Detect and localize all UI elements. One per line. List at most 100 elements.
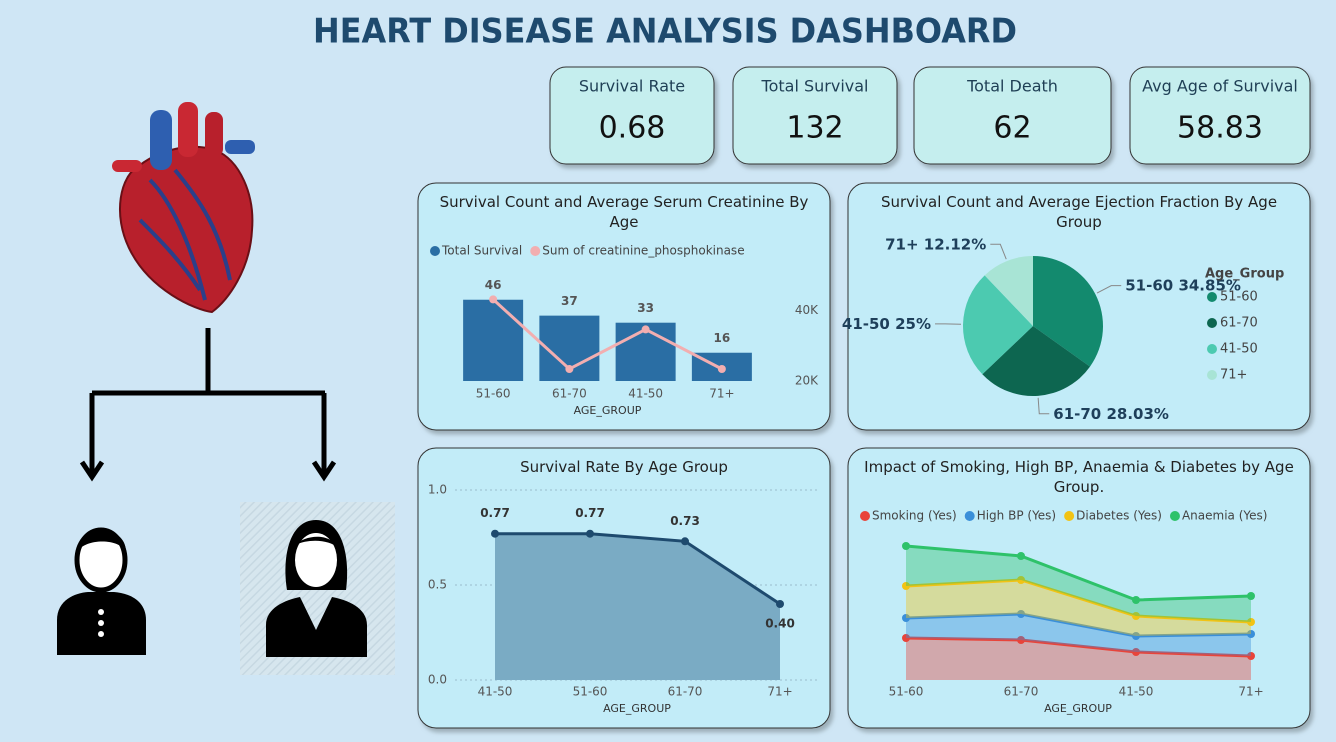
x-tick-label: 71+ — [767, 685, 792, 699]
bar-value-label: 46 — [485, 278, 502, 292]
line-point — [902, 634, 910, 642]
line-point — [1247, 630, 1255, 638]
area — [906, 638, 1251, 680]
pie-slice — [962, 275, 1033, 375]
line-point — [1132, 596, 1140, 604]
kpi-value: 62 — [993, 111, 1031, 146]
line-point — [1132, 632, 1140, 640]
legend-marker — [964, 511, 975, 521]
line — [905, 578, 1252, 624]
heart-image — [112, 102, 255, 314]
kpi-card — [913, 66, 1112, 165]
bar-value-label: 37 — [561, 294, 578, 308]
line-point — [1247, 618, 1255, 626]
x-tick-label: 61-70 — [1004, 685, 1039, 699]
x-axis-title: AGE_GROUP — [574, 404, 642, 417]
kpi-value: 0.68 — [599, 111, 666, 146]
chart-title: Survival Count and Average Ejection Frac… — [880, 193, 1278, 231]
chart-title: Survival Rate By Age Group — [520, 458, 728, 476]
chart-title: Survival Count and Average Serum Creatin… — [439, 193, 809, 231]
data-label: 0.73 — [670, 514, 700, 528]
kpi-label: Total Survival — [761, 77, 869, 96]
x-tick-label: 61-70 — [552, 387, 587, 401]
line-point — [1017, 576, 1025, 584]
legend-label: High BP (Yes) — [977, 509, 1056, 523]
line — [495, 532, 781, 606]
x-tick-label: 51-60 — [889, 685, 924, 699]
legend-label: Total Survival — [441, 244, 522, 258]
legend-label: Smoking (Yes) — [872, 509, 957, 523]
chart-panel — [847, 447, 1311, 729]
legend-label: 71+ — [1220, 368, 1247, 383]
line — [905, 612, 1252, 638]
line-point — [641, 325, 650, 334]
line-point — [1247, 592, 1255, 600]
line-point — [717, 364, 726, 373]
legend-marker — [430, 246, 440, 256]
line-point — [1132, 648, 1140, 656]
pie-percent: 34.85% — [1178, 276, 1240, 294]
data-label: 0.40 — [765, 617, 795, 631]
tree-arrows — [79, 328, 337, 482]
y-tick-label: 0.0 — [428, 673, 447, 687]
y2-tick-label: 20K — [795, 374, 819, 388]
bar-value-label: 33 — [637, 301, 654, 315]
line-point — [1017, 552, 1025, 560]
kpi-label: Survival Rate — [579, 77, 685, 96]
line-point — [902, 542, 910, 550]
pie-category: 71+ — [885, 235, 918, 253]
line-point — [902, 614, 910, 622]
legend-label: Sum of creatinine_phosphokinase — [542, 244, 744, 258]
legend-marker — [1064, 511, 1075, 521]
kpi-card — [1129, 66, 1311, 165]
pie-slice — [982, 326, 1091, 396]
kpi-label: Avg Age of Survival — [1142, 77, 1298, 96]
x-tick-label: 41-50 — [1119, 685, 1154, 699]
legend-marker — [860, 511, 870, 521]
male-icon — [57, 527, 146, 655]
pie-category: 41-50 — [842, 314, 890, 332]
area — [906, 580, 1251, 636]
line-point — [1017, 610, 1025, 618]
pie-slice — [1033, 256, 1103, 367]
line-point — [681, 537, 689, 546]
kpi-label: Total Death — [966, 77, 1058, 96]
bar — [463, 299, 524, 381]
line-point — [902, 582, 910, 590]
leader-line — [990, 243, 1007, 260]
line-point — [586, 529, 594, 538]
pie-percent: 12.12% — [924, 235, 986, 253]
legend-label: 51-60 — [1220, 290, 1258, 305]
legend-label: Anaemia (Yes) — [1182, 509, 1267, 523]
pie-percent: 28.03% — [1106, 404, 1168, 422]
x-axis-title: AGE_GROUP — [1044, 702, 1112, 715]
pie-category: 51-60 — [1125, 276, 1173, 294]
line — [492, 298, 723, 371]
x-tick-label: 61-70 — [668, 685, 703, 699]
line-point — [1132, 612, 1140, 620]
leader-line — [1096, 285, 1122, 294]
legend-title: Age_Group — [1205, 267, 1284, 282]
legend-marker — [1207, 344, 1217, 354]
x-tick-label: 71+ — [1238, 685, 1263, 699]
legend-label: 41-50 — [1220, 342, 1258, 357]
pie-label: 71+ 12.12% — [885, 235, 986, 253]
bar-value-label: 16 — [714, 331, 731, 345]
chart-title: Impact of Smoking, High BP, Anaemia & Di… — [864, 458, 1294, 496]
pie-slice — [984, 256, 1033, 326]
legend-marker — [1207, 318, 1217, 328]
legend-marker — [1207, 292, 1217, 302]
kpi-card — [732, 66, 898, 165]
line-point — [776, 600, 784, 608]
area — [906, 614, 1251, 656]
dashboard-title: HEART DISEASE ANALYSIS DASHBOARD — [313, 12, 1017, 52]
y-tick-label: 1.0 — [428, 483, 447, 497]
pie-label: 51-60 34.85% — [1125, 276, 1241, 294]
female-icon — [240, 502, 395, 675]
area — [906, 546, 1251, 622]
x-tick-label: 51-60 — [476, 387, 511, 401]
line — [905, 544, 1252, 602]
line-point — [1017, 636, 1025, 644]
